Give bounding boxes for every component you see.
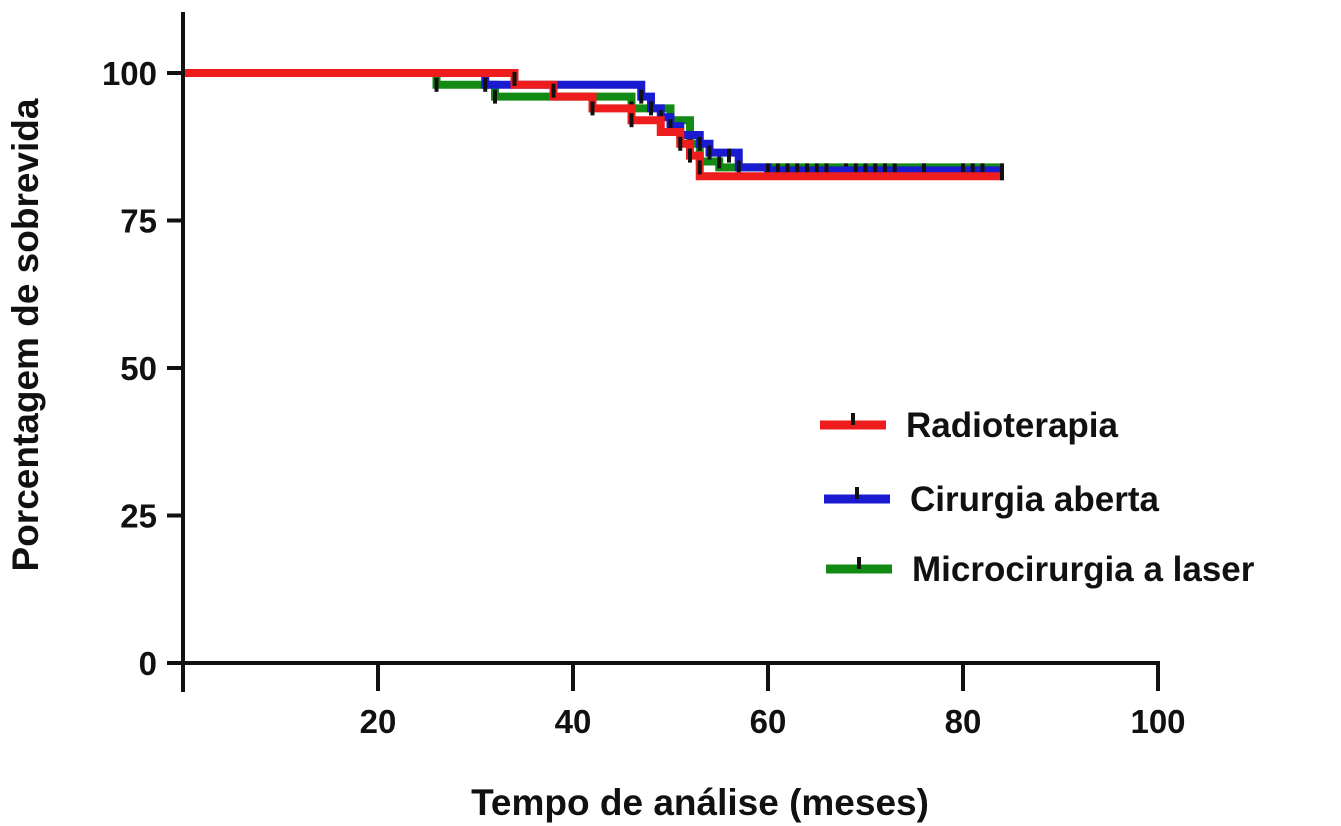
y-tick-label: 50: [120, 350, 157, 387]
x-tick-label: 20: [360, 703, 397, 740]
series-layer: [183, 69, 1004, 181]
axes: [181, 12, 1160, 692]
x-tick-label: 100: [1130, 703, 1185, 740]
y-tick-label: 25: [120, 498, 157, 535]
x-tick-label: 80: [945, 703, 982, 740]
legend-label-0: Radioterapia: [906, 406, 1119, 445]
ticks: 0 25 50 75 100 20 40 60 80 100: [102, 55, 1186, 740]
legend: Radioterapia Cirurgia aberta Microcirurgia…: [820, 406, 1255, 589]
y-tick-label: 0: [139, 645, 157, 682]
y-tick-label: 75: [120, 203, 157, 240]
y-tick-label: 100: [102, 55, 157, 92]
series-line-1: [183, 69, 1002, 175]
y-axis-title: Porcentagem de sobrevida: [5, 98, 46, 571]
x-tick-label: 40: [555, 703, 592, 740]
legend-label-2: Microcirurgia a laser: [912, 550, 1255, 589]
x-axis-title: Tempo de análise (meses): [471, 782, 929, 823]
legend-label-1: Cirurgia aberta: [910, 480, 1159, 519]
x-tick-label: 60: [750, 703, 787, 740]
